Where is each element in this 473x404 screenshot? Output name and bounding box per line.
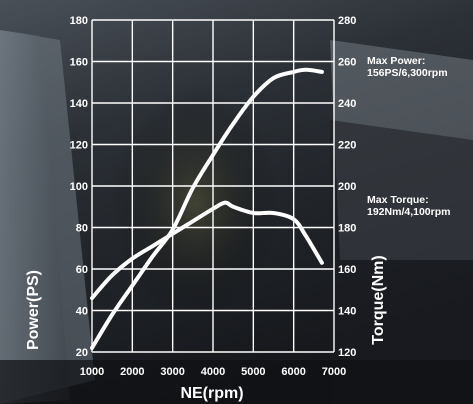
left-y-tick-label: 120 — [70, 140, 88, 152]
left-y-tick-label: 20 — [76, 347, 88, 359]
x-axis-title: NE(rpm) — [180, 385, 243, 402]
right-y-tick-label: 140 — [338, 306, 356, 318]
x-tick-label: 4000 — [201, 366, 225, 378]
left-y-tick-label: 160 — [70, 57, 88, 69]
right-y-tick-label: 180 — [338, 223, 356, 235]
right-y-tick-label: 240 — [338, 98, 356, 110]
right-y-tick-label: 220 — [338, 140, 356, 152]
x-tick-label: 3000 — [160, 366, 184, 378]
max-power-value: 156PS/6,300rpm — [367, 67, 448, 79]
max-torque-label: Max Torque: — [367, 194, 429, 206]
max-torque-value: 192Nm/4,100rpm — [367, 206, 450, 218]
left-y-tick-label: 180 — [70, 15, 88, 27]
right-y-axis-ticks: 120 140 160 180 200 220 240 260 280 — [338, 15, 356, 359]
right-y-tick-label: 160 — [338, 264, 356, 276]
x-tick-label: 6000 — [281, 366, 305, 378]
max-power-label: Max Power: — [367, 55, 425, 67]
left-y-axis-title: Power(PS) — [25, 270, 42, 350]
right-y-tick-label: 120 — [338, 347, 356, 359]
left-y-tick-label: 100 — [70, 181, 88, 193]
right-y-axis-title: Torque(Nm) — [370, 255, 387, 344]
right-y-tick-label: 280 — [338, 15, 356, 27]
left-y-tick-label: 40 — [76, 306, 88, 318]
x-tick-label: 5000 — [241, 366, 265, 378]
x-tick-label: 7000 — [322, 366, 346, 378]
x-tick-label: 1000 — [80, 366, 104, 378]
left-y-tick-label: 60 — [76, 264, 88, 276]
x-tick-label: 2000 — [120, 366, 144, 378]
right-y-tick-label: 200 — [338, 181, 356, 193]
left-y-tick-label: 140 — [70, 98, 88, 110]
right-y-tick-label: 260 — [338, 57, 356, 69]
left-y-tick-label: 80 — [76, 223, 88, 235]
